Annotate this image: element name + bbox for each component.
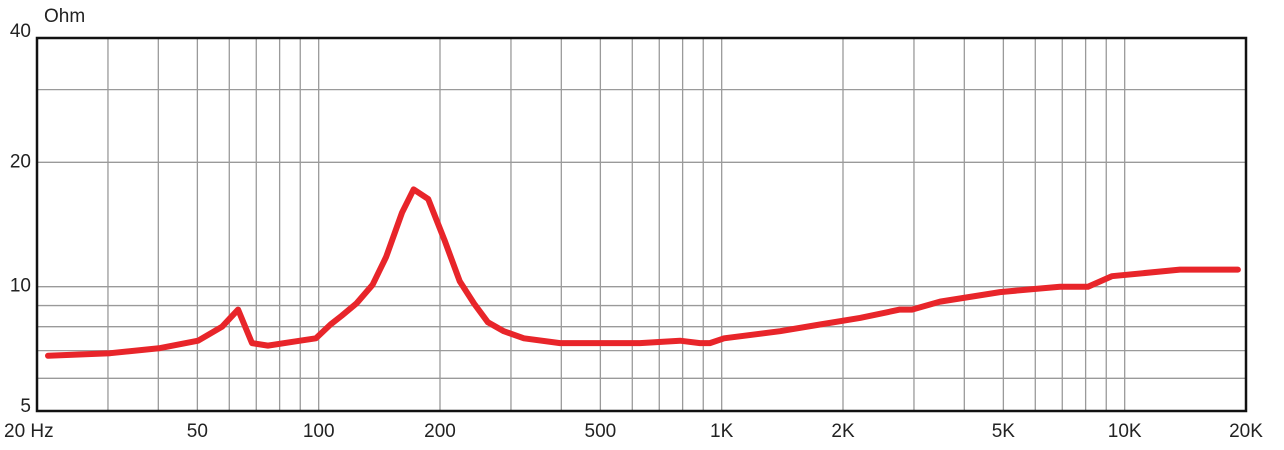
y-tick-label: 10	[10, 276, 31, 297]
x-tick-label: 20 Hz	[4, 421, 54, 442]
y-tick-label: 5	[20, 396, 31, 417]
x-tick-label: 50	[187, 421, 208, 442]
plot-frame	[35, 36, 1248, 413]
x-tick-label: 10K	[1108, 421, 1142, 442]
impedance-line	[45, 186, 1241, 359]
y-tick-label: 20	[10, 151, 31, 172]
x-tick-label: 1K	[710, 421, 734, 442]
x-tick-label: 100	[303, 421, 335, 442]
x-tick-label: 200	[424, 421, 456, 442]
x-tick-label: 5K	[992, 421, 1016, 442]
y-axis-label: Ohm	[44, 6, 85, 27]
x-tick-label: 20K	[1229, 421, 1263, 442]
x-tick-label: 2K	[831, 421, 855, 442]
y-tick-label: 40	[10, 21, 31, 42]
x-tick-label: 500	[585, 421, 617, 442]
